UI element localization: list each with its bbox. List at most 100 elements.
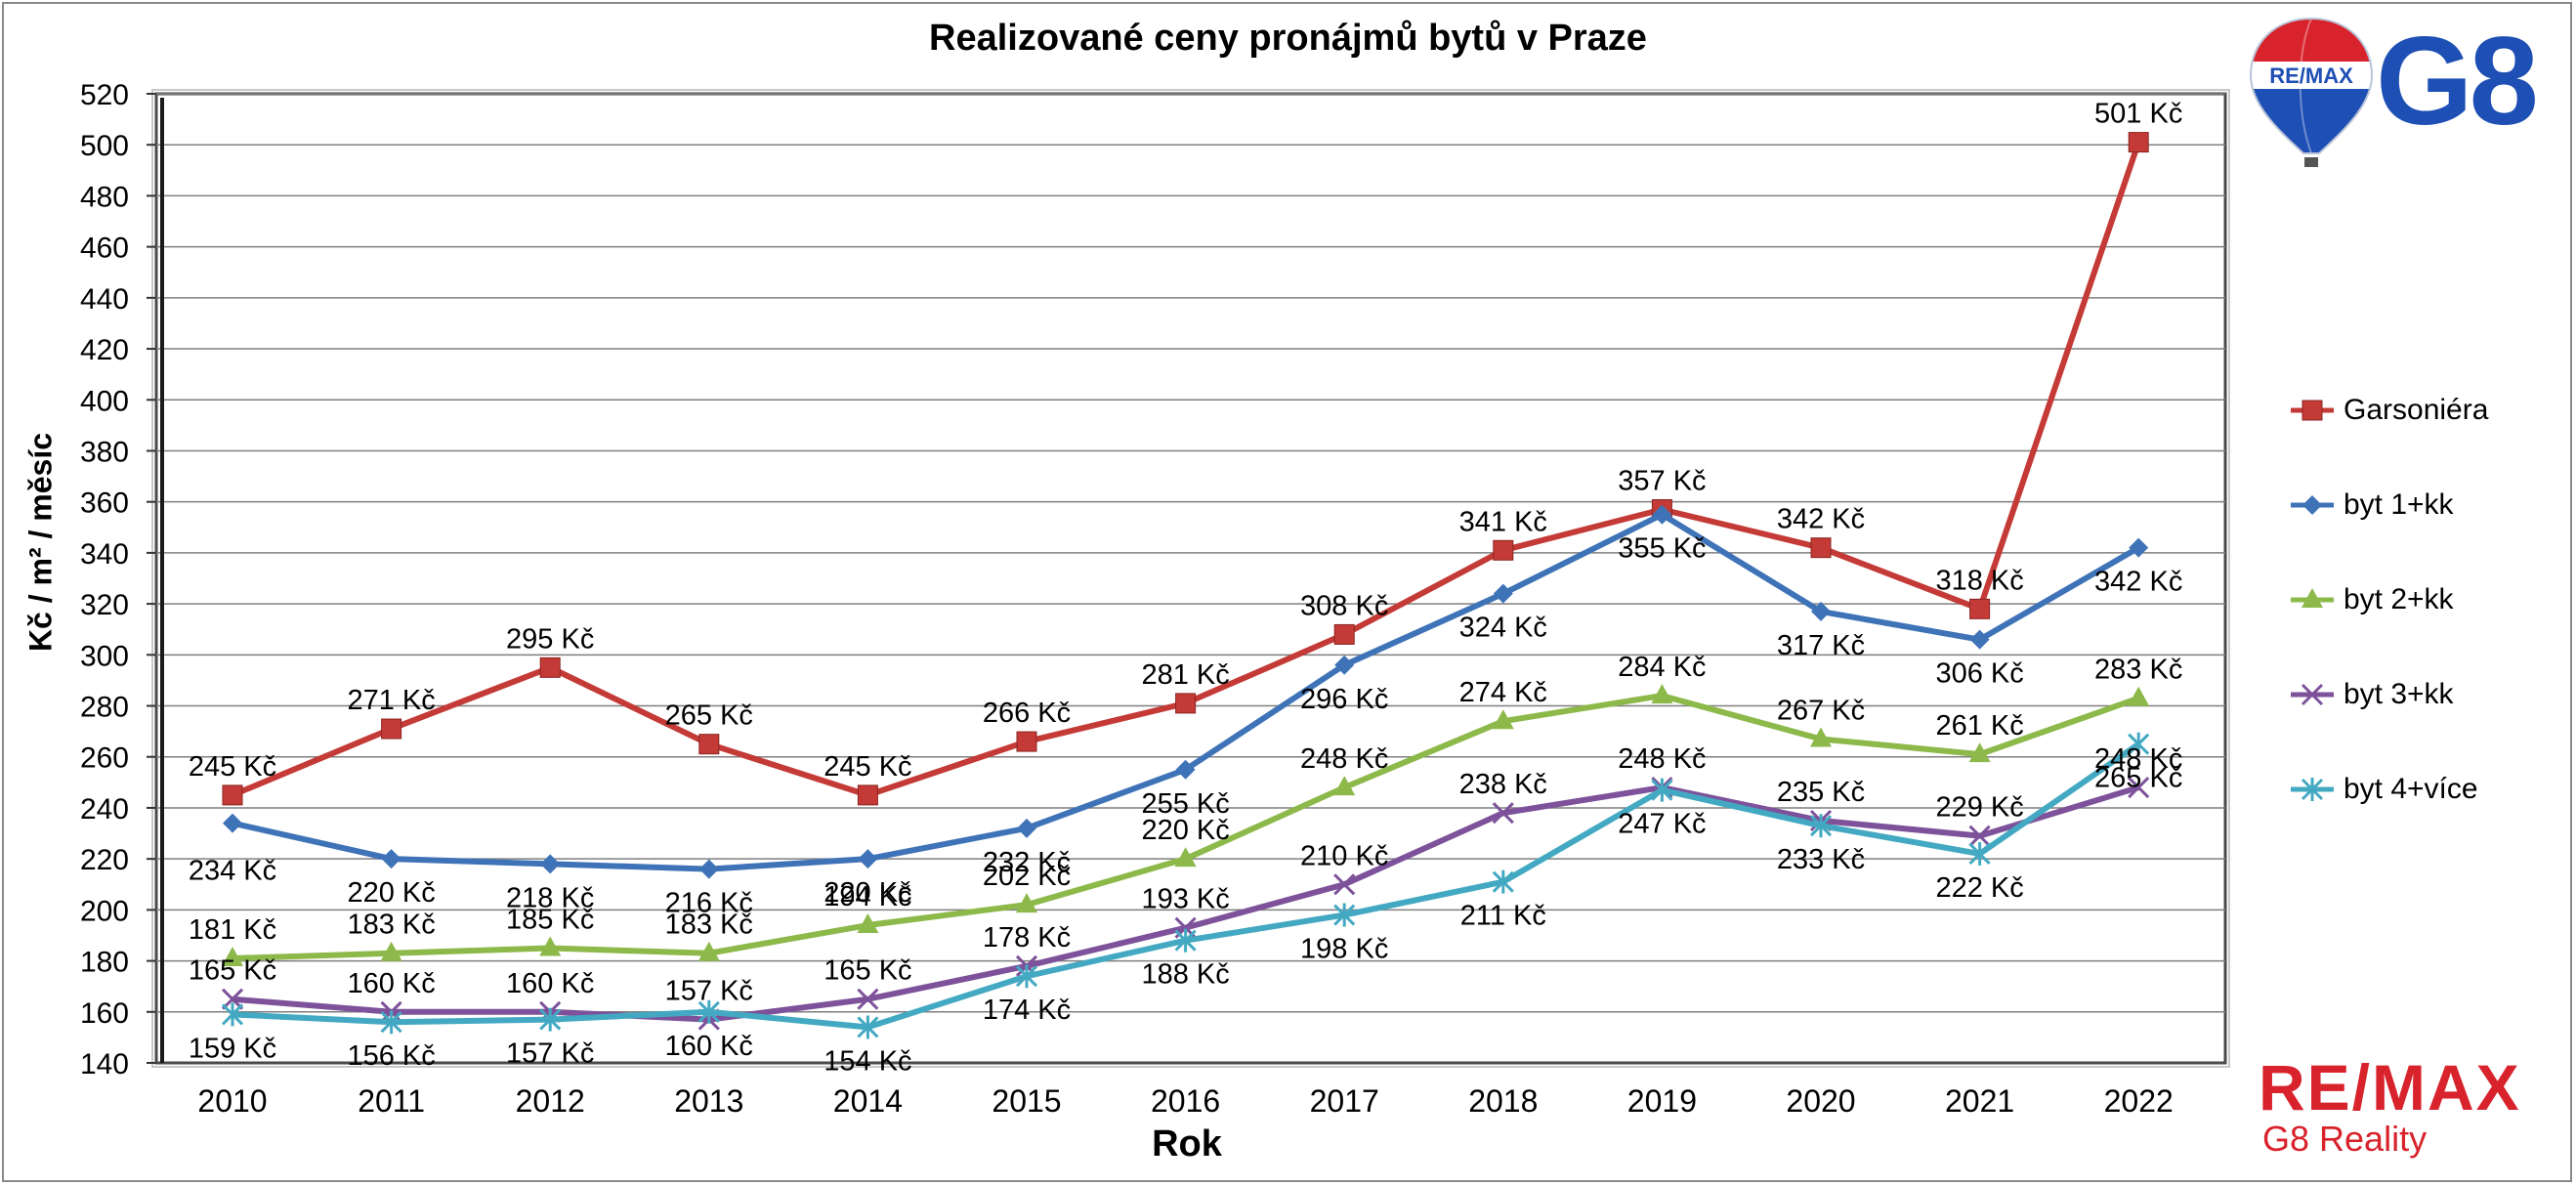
data-label: 235 Kč [1777,777,1865,808]
y-tick-label: 420 [80,334,129,366]
y-tick-label: 280 [80,692,129,724]
marker-stroke [1333,873,1356,896]
x-tick-label: 2013 [674,1083,743,1119]
data-label: 160 Kč [347,968,435,999]
data-point [1015,964,1038,989]
legend-label: byt 3+kk [2344,678,2454,710]
data-label: 211 Kč [1460,901,1546,932]
data-label: 341 Kč [1459,506,1547,537]
y-tick-label: 160 [80,997,129,1030]
data-label: 281 Kč [1141,659,1229,691]
data-label: 198 Kč [1300,934,1388,965]
data-point [1652,504,1672,525]
legend-marker [2302,588,2323,608]
plot-area [154,92,2227,1065]
data-point [540,854,561,874]
legend-item: byt 4+více [2289,770,2478,809]
data-label: 265 Kč [2094,763,2182,794]
marker-stroke [1968,825,1991,847]
data-label: 283 Kč [2094,655,2182,686]
data-point [1493,583,1513,604]
data-label: 308 Kč [1300,590,1388,621]
legend-item: Garsoniéra [2289,391,2488,430]
data-point [698,734,720,755]
data-point [1969,629,1990,650]
marker-stroke [221,988,244,1010]
data-label: 174 Kč [983,995,1071,1026]
y-tick-label: 180 [80,947,129,979]
data-point [381,849,401,869]
data-point [1968,742,1991,763]
data-label: 157 Kč [665,976,753,1007]
y-tick-label: 380 [80,436,129,468]
data-label: 342 Kč [2094,567,2182,598]
data-label: 355 Kč [1618,533,1706,565]
data-label: 183 Kč [665,910,753,941]
data-point [1174,847,1197,868]
data-label: 154 Kč [823,1045,911,1077]
data-point [858,849,878,869]
g8-reality-logo: G8 Reality [2262,1119,2428,1159]
marker-stroke [857,988,879,1010]
data-label: 188 Kč [1141,959,1229,991]
data-point [2129,537,2149,558]
data-label: 156 Kč [347,1040,435,1072]
legend-swatch [2291,683,2334,706]
y-tick-label: 220 [80,844,129,876]
data-point [1333,873,1356,896]
data-point [2128,732,2150,756]
data-label: 317 Kč [1777,630,1865,661]
data-label: 284 Kč [1618,652,1706,683]
legend-item: byt 3+kk [2289,675,2454,714]
x-tick-label: 2019 [1627,1083,1697,1119]
data-label: 357 Kč [1618,466,1706,497]
y-tick-label: 400 [80,385,129,417]
data-label: 266 Kč [983,698,1071,729]
data-label: 295 Kč [506,623,594,655]
data-point [697,999,720,1024]
legend-label: byt 2+kk [2344,583,2454,615]
x-tick-label: 2016 [1151,1083,1220,1119]
data-label: 238 Kč [1459,769,1547,800]
x-tick-label: 2014 [833,1083,903,1119]
data-label: 165 Kč [823,955,911,987]
data-label: 248 Kč [1618,743,1706,775]
data-point [221,988,244,1010]
data-label: 160 Kč [506,968,594,999]
x-tick-label: 2017 [1310,1083,1379,1119]
data-point [1492,709,1514,730]
marker-stroke [2128,777,2150,799]
data-label: 233 Kč [1777,844,1865,875]
legend-swatch [2291,778,2334,801]
data-label: 181 Kč [189,914,276,946]
data-label: 220 Kč [1141,815,1229,846]
data-point [1810,537,1832,559]
data-point [1651,684,1673,704]
legend-label: byt 4+více [2344,773,2478,805]
x-tick-label: 2020 [1786,1083,1855,1119]
legend-label: Garsoniéra [2344,394,2489,426]
data-point [1968,841,1991,866]
data-label: 232 Kč [983,847,1071,878]
data-label: 216 Kč [665,888,753,919]
marker-stroke [2301,683,2324,706]
data-label: 248 Kč [2094,743,2182,775]
y-tick-label: 500 [80,130,129,162]
legend-swatch [2291,495,2334,515]
data-label: 255 Kč [1141,788,1229,820]
data-label: 194 Kč [823,881,911,912]
y-tick-label: 360 [80,487,129,520]
data-point [1333,903,1356,927]
y-tick-label: 260 [80,742,129,775]
chart-title: Realizované ceny pronájmů bytů v Praze [929,18,1647,59]
x-tick-label: 2018 [1468,1083,1538,1119]
y-tick-label: 200 [80,895,129,927]
data-point [1810,727,1832,747]
data-point [2128,686,2150,706]
legend-swatch [2291,588,2334,608]
x-tick-label: 2012 [516,1083,585,1119]
data-label: 220 Kč [347,877,435,909]
data-point [1175,693,1197,714]
data-label: 274 Kč [1459,677,1547,708]
legend-marker [2302,495,2322,515]
